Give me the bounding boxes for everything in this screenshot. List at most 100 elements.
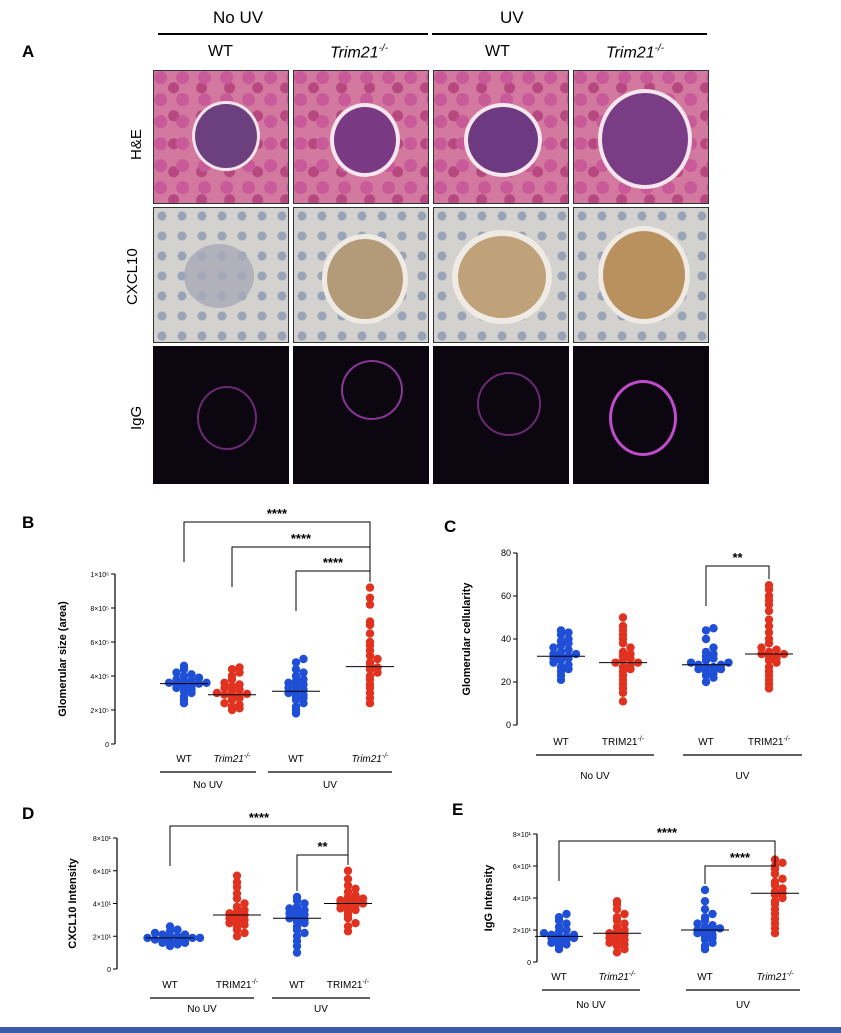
data-point — [764, 591, 774, 601]
data-point — [232, 932, 242, 941]
significance-bracket — [704, 853, 776, 884]
data-point — [179, 671, 189, 681]
y-tick-label: 4×10¹ — [93, 902, 112, 909]
y-axis-label: IgG Intensity — [483, 864, 495, 932]
data-point — [564, 634, 573, 644]
data-point — [299, 668, 308, 677]
data-point — [300, 905, 309, 915]
significance-label: **** — [291, 531, 312, 546]
data-point — [700, 885, 710, 895]
data-point — [235, 680, 244, 689]
significance-label: **** — [323, 555, 344, 570]
significance-label: ** — [317, 839, 328, 854]
data-point — [227, 702, 237, 711]
significance-bracket — [705, 565, 770, 606]
data-point — [700, 913, 710, 922]
data-point — [618, 647, 628, 657]
category-label: TRIM21-/- — [748, 736, 791, 748]
data-point — [365, 671, 375, 681]
data-point — [225, 909, 234, 918]
data-point — [764, 606, 774, 616]
data-point — [562, 919, 571, 928]
data-point — [299, 654, 308, 664]
y-tick-label: 8×10¹ — [93, 836, 112, 843]
data-point — [700, 941, 710, 951]
y-tick-label: 80 — [501, 548, 511, 558]
y-axis-label: Glomerular size (area) — [57, 601, 69, 717]
category-label: WT — [553, 737, 569, 748]
data-point — [365, 593, 375, 602]
panel-letter-b: B — [22, 513, 35, 532]
data-point — [373, 654, 382, 664]
data-point — [778, 884, 787, 893]
chart-igg-intensity: 0 2×10¹ 4×10¹ 6×10¹ 8×10¹ IgG Intensity WT Trim… — [483, 825, 800, 1011]
y-tick-label: 40 — [501, 634, 511, 644]
data-point — [620, 909, 629, 919]
group-label: UV — [736, 771, 750, 782]
data-point — [227, 671, 237, 681]
micrograph-igg-wt-no-uv — [153, 346, 289, 484]
data-point — [778, 858, 787, 867]
category-label: TRIM21-/- — [602, 736, 645, 748]
data-point — [232, 902, 242, 911]
data-point — [564, 628, 573, 637]
panel-letter-c: C — [444, 517, 457, 536]
data-point — [292, 932, 302, 941]
micrograph-he-trim21-uv — [573, 70, 709, 204]
data-point — [556, 626, 566, 635]
data-point — [202, 678, 211, 687]
footer-bar — [0, 1027, 841, 1033]
data-point — [693, 919, 702, 928]
data-point — [700, 922, 710, 931]
data-point — [365, 629, 375, 638]
data-point — [764, 628, 774, 637]
y-tick-label: 60 — [501, 591, 511, 601]
data-point — [764, 581, 774, 590]
micrograph-cxcl10-trim21-uv — [573, 207, 709, 343]
y-tick-label: 2×10⁵ — [90, 708, 109, 715]
y-tick-label: 20 — [501, 677, 511, 687]
data-point — [715, 924, 725, 933]
data-point — [187, 670, 196, 679]
data-point — [172, 668, 181, 677]
significance-label: **** — [249, 810, 270, 825]
data-point — [180, 930, 190, 939]
category-label: WT — [551, 972, 567, 983]
data-point — [240, 905, 249, 915]
category-label: TRIM21-/- — [327, 979, 370, 991]
data-point — [300, 928, 309, 938]
data-point — [150, 928, 160, 938]
data-point — [562, 925, 571, 935]
data-point — [343, 866, 353, 875]
data-point — [365, 583, 375, 592]
data-point — [158, 930, 167, 939]
data-point — [285, 904, 294, 913]
category-label: WT — [289, 980, 305, 991]
data-point — [764, 647, 774, 657]
data-point — [351, 918, 360, 928]
significance-bracket — [169, 825, 349, 866]
y-tick-label: 6×10¹ — [93, 869, 112, 876]
group-label: UV — [323, 780, 337, 791]
micrograph-igg-trim21-uv — [573, 346, 709, 484]
data-point — [620, 919, 629, 928]
data-point — [564, 660, 573, 669]
data-point — [620, 925, 629, 935]
data-point — [240, 899, 249, 908]
category-label: WT — [698, 737, 714, 748]
data-point — [343, 887, 353, 897]
data-point — [564, 645, 573, 654]
data-point — [336, 896, 345, 905]
panel-letter-e: E — [452, 800, 464, 819]
data-point — [700, 897, 710, 906]
category-label: Trim21-/- — [757, 971, 795, 983]
condition-no-uv: No UV — [213, 8, 264, 27]
y-tick-label: 0 — [506, 720, 511, 730]
data-point — [701, 634, 711, 644]
significance-label: **** — [657, 825, 678, 840]
data-point — [554, 913, 564, 922]
data-point — [220, 699, 229, 708]
data-point — [626, 643, 635, 652]
y-tick-label: 8×10⁵ — [90, 606, 109, 613]
data-point — [358, 894, 368, 903]
